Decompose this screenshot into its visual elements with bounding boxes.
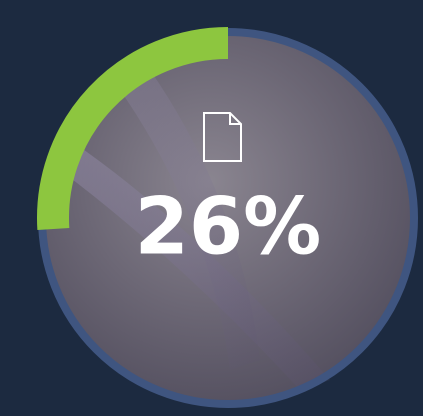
progress-widget: 26% bbox=[0, 0, 423, 416]
page: 26% (() => { const data = JSON.parse(doc… bbox=[0, 0, 423, 416]
percent-label: 26% bbox=[135, 182, 322, 272]
